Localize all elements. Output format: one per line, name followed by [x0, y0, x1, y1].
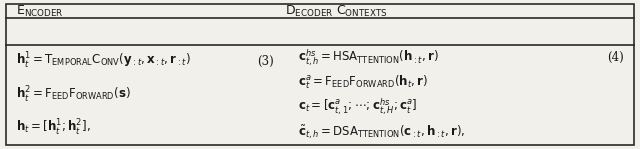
Text: (3): (3): [257, 55, 274, 68]
Text: $\mathrm{E}_{\mathrm{NCODER}}$: $\mathrm{E}_{\mathrm{NCODER}}$: [16, 4, 64, 19]
Text: $\mathbf{h}_t = [\mathbf{h}_t^1; \mathbf{h}_t^2],$: $\mathbf{h}_t = [\mathbf{h}_t^1; \mathbf…: [16, 118, 91, 138]
Text: $\mathbf{c}_t^{a} = \mathrm{F_{EED}F_{ORWARD}}(\mathbf{h}_t, \mathbf{r})$: $\mathbf{c}_t^{a} = \mathrm{F_{EED}F_{OR…: [298, 73, 428, 91]
Text: $\mathbf{c}_t = [\mathbf{c}_{t,1}^{a}; \cdots; \mathbf{c}_{t,H}^{hs}; \mathbf{c}: $\mathbf{c}_t = [\mathbf{c}_{t,1}^{a}; \…: [298, 97, 417, 117]
Text: $\mathrm{D}_{\mathrm{ECODER}}\ \mathrm{C}_{\mathrm{ONTEXTS}}$: $\mathrm{D}_{\mathrm{ECODER}}\ \mathrm{C…: [285, 4, 387, 19]
Text: $\mathbf{c}_{t,h}^{hs} = \mathrm{HSA_{TTENTION}}(\mathbf{h}_{:t}, \mathbf{r})$: $\mathbf{c}_{t,h}^{hs} = \mathrm{HSA_{TT…: [298, 47, 438, 67]
Text: $\tilde{\mathbf{c}}_{t,h} = \mathrm{DSA_{TTENTION}}(\mathbf{c}_{:t}, \mathbf{h}_: $\tilde{\mathbf{c}}_{t,h} = \mathrm{DSA_…: [298, 123, 465, 141]
Text: (4): (4): [607, 51, 624, 64]
Text: $\mathbf{h}_t^2 = \mathrm{F_{EED}F_{ORWARD}}(\mathbf{s})$: $\mathbf{h}_t^2 = \mathrm{F_{EED}F_{ORWA…: [16, 85, 131, 105]
Text: $\mathbf{h}_t^1 = \mathrm{T_{EMPORAL}C_{ONV}}(\mathbf{y}_{:t}, \mathbf{x}_{:t}, : $\mathbf{h}_t^1 = \mathrm{T_{EMPORAL}C_{…: [16, 51, 191, 71]
